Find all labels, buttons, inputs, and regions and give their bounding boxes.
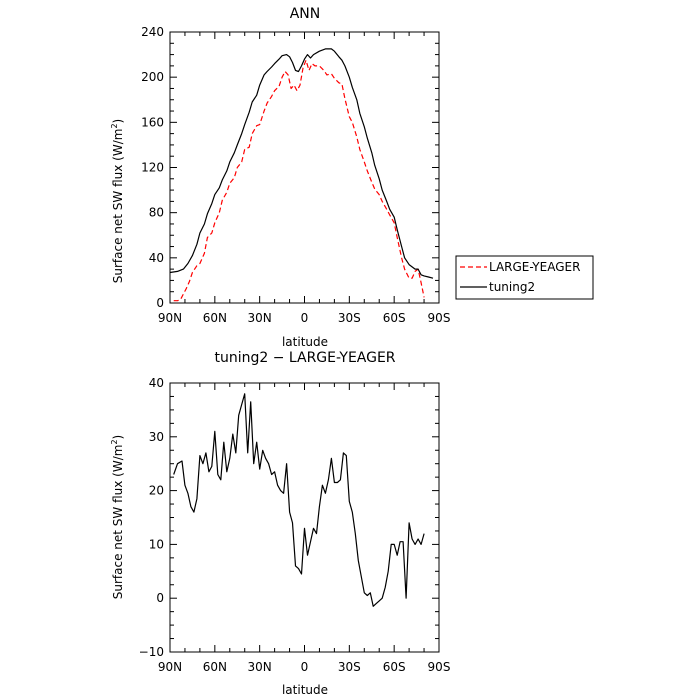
bottom-ytick-label: 40 [149, 376, 164, 390]
top-ylabel-main: Surface net SW flux (W/m [111, 129, 125, 284]
top-ytick-label: 240 [141, 25, 164, 39]
bottom-xtick-label: 0 [301, 660, 309, 674]
top-xtick-label: 90N [158, 311, 182, 325]
top-xtick-label: 30S [338, 311, 361, 325]
bottom-series-tuning2-large-yeager [173, 393, 425, 607]
top-series-tuning2 [169, 48, 434, 279]
top-ytick-label: 160 [141, 115, 164, 129]
top-ytick-label: 120 [141, 161, 164, 175]
bottom-frame [169, 382, 440, 653]
bottom-ylabel-end: ) [111, 435, 125, 440]
top-xtick-label: 60N [203, 311, 227, 325]
top-xlabel: latitude [282, 335, 328, 349]
bottom-xlabel: latitude [282, 683, 328, 697]
bottom-xtick-label: 60N [203, 660, 227, 674]
bottom-ylabel-sup: 2 [110, 439, 119, 444]
top-xtick-label: 0 [301, 311, 309, 325]
legend-label-large-yeager: LARGE-YEAGER [489, 260, 580, 274]
top-xtick-label: 60S [383, 311, 406, 325]
top-panel: ANN 90N 60N 30N 0 30S 60S 90S 0 40 80 120 160 200 240… [110, 6, 450, 349]
top-ylabel-sup: 2 [110, 123, 119, 128]
top-ytick-label: 40 [149, 251, 164, 265]
bottom-ytick-label: 0 [156, 591, 164, 605]
bottom-ytick-label: −10 [139, 645, 164, 659]
bottom-title: tuning2 − LARGE-YEAGER [214, 350, 395, 366]
top-frame [169, 31, 440, 304]
top-plot-area: 90N 60N 30N 0 30S 60S 90S 0 40 80 120 160 200 240 [141, 25, 450, 325]
bottom-xtick-label: 90N [158, 660, 182, 674]
top-xtick-label: 90S [428, 311, 451, 325]
legend-label-tuning2: tuning2 [489, 280, 535, 294]
top-ytick-label: 80 [149, 206, 164, 220]
top-xtick-label: 30N [248, 311, 272, 325]
bottom-ytick-label: 10 [149, 537, 164, 551]
legend: LARGE-YEAGER tuning2 [455, 255, 594, 300]
top-series-large-yeager [173, 59, 425, 302]
bottom-ytick-label: 30 [149, 430, 164, 444]
bottom-ytick-label: 20 [149, 484, 164, 498]
legend-box [455, 255, 594, 300]
bottom-xtick-label: 30N [248, 660, 272, 674]
bottom-xtick-label: 30S [338, 660, 361, 674]
top-ytick-label: 200 [141, 70, 164, 84]
bottom-xtick-label: 90S [428, 660, 451, 674]
bottom-plot-area: 90N 60N 30N 0 30S 60S 90S −10 0 10 20 30 40 [139, 376, 451, 674]
bottom-panel: tuning2 − LARGE-YEAGER 90N 60N 30N 0 30S 60S 9… [110, 350, 450, 697]
top-title: ANN [290, 6, 321, 22]
top-ylabel: Surface net SW flux (W/m2) [110, 119, 125, 283]
top-ytick-label: 0 [156, 296, 164, 310]
bottom-xtick-label: 60S [383, 660, 406, 674]
bottom-ylabel-main: Surface net SW flux (W/m [111, 445, 125, 600]
top-ylabel-end: ) [111, 119, 125, 124]
bottom-ylabel: Surface net SW flux (W/m2) [110, 435, 125, 599]
